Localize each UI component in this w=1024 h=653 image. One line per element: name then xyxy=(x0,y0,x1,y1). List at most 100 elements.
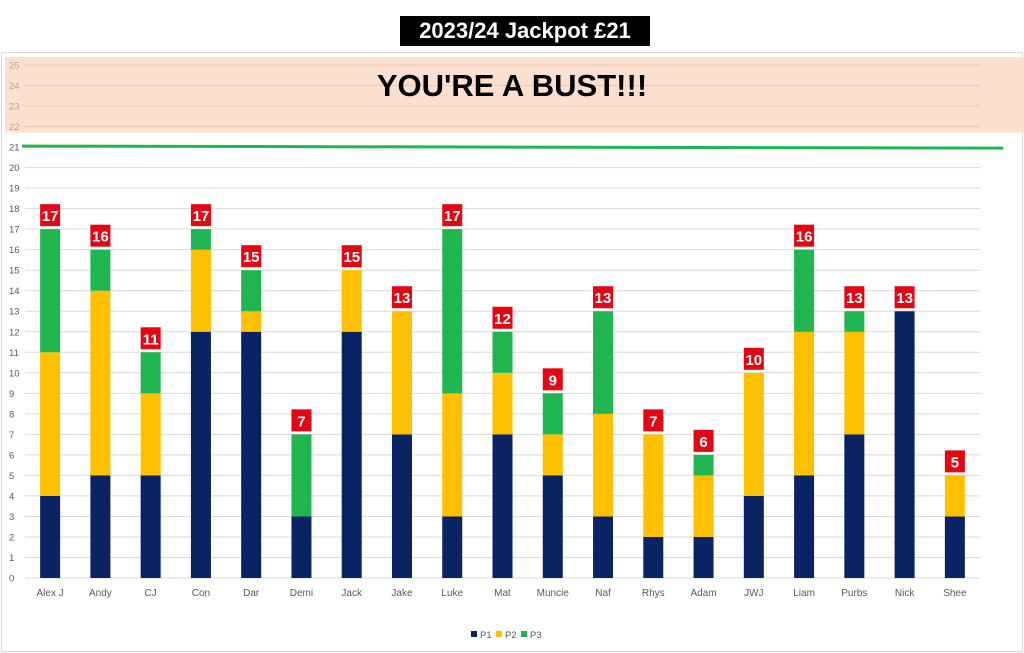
bar-p3 xyxy=(492,331,513,373)
total-label: 9 xyxy=(549,372,557,389)
y-tick-label: 25 xyxy=(9,61,20,72)
bar-p3 xyxy=(693,454,714,476)
bar-p3 xyxy=(140,352,161,394)
x-tick-label: Muncie xyxy=(537,588,570,599)
bar-p2 xyxy=(190,249,211,332)
x-tick-label: Purbs xyxy=(841,588,867,599)
y-tick-label: 22 xyxy=(9,122,20,133)
total-label: 7 xyxy=(649,413,657,430)
y-tick-label: 19 xyxy=(9,184,20,195)
total-label: 5 xyxy=(951,454,959,471)
y-tick-label: 21 xyxy=(9,143,20,154)
y-tick-label: 9 xyxy=(9,389,14,400)
total-label: 13 xyxy=(595,290,612,307)
bar-p1 xyxy=(40,495,61,578)
bar-p3 xyxy=(442,229,463,394)
total-label-box xyxy=(341,245,362,268)
total-label-box xyxy=(492,306,513,329)
total-label-box xyxy=(593,286,614,309)
y-tick-label: 10 xyxy=(9,368,20,379)
bar-p1 xyxy=(291,516,312,578)
bar-p3 xyxy=(794,249,815,332)
total-label: 17 xyxy=(193,208,210,225)
total-label-box xyxy=(944,450,965,473)
x-tick-label: CJ xyxy=(145,588,157,599)
bar-p1 xyxy=(944,516,965,578)
bar-p3 xyxy=(291,434,312,517)
bust-zone-label: YOU'RE A BUST!!! xyxy=(376,68,648,103)
bar-p2 xyxy=(492,372,513,435)
x-tick-label: JWJ xyxy=(744,588,763,599)
legend-swatch-p2 xyxy=(496,631,502,637)
bar-p1 xyxy=(794,475,815,578)
x-tick-label: Alex J xyxy=(37,588,64,599)
bar-p2 xyxy=(341,270,362,332)
x-tick-label: Naf xyxy=(595,588,611,599)
bar-p1 xyxy=(442,516,463,578)
y-tick-label: 0 xyxy=(9,574,14,585)
total-label-box xyxy=(90,224,111,247)
total-label-box xyxy=(391,286,412,309)
x-tick-label: Shee xyxy=(943,588,967,599)
total-label: 6 xyxy=(699,434,707,451)
y-tick-label: 7 xyxy=(9,430,14,441)
bar-p3 xyxy=(90,249,111,291)
bar-p2 xyxy=(643,434,664,537)
bar-p3 xyxy=(241,270,262,312)
total-label: 15 xyxy=(243,249,260,266)
bar-p2 xyxy=(542,434,563,476)
total-label-box xyxy=(190,204,211,227)
y-tick-label: 14 xyxy=(9,286,20,297)
bar-p3 xyxy=(190,229,211,250)
bar-p1 xyxy=(341,331,362,578)
bar-p2 xyxy=(391,311,412,435)
total-label: 17 xyxy=(444,208,461,225)
x-tick-label: Luke xyxy=(441,588,463,599)
bar-p1 xyxy=(90,475,111,578)
total-label-box xyxy=(844,286,865,309)
total-label: 16 xyxy=(796,229,813,246)
total-label: 11 xyxy=(143,331,159,348)
total-label-box xyxy=(442,204,463,227)
total-label-box xyxy=(693,429,714,452)
legend-swatch-p1 xyxy=(471,631,477,637)
bar-p2 xyxy=(90,290,111,476)
bar-p2 xyxy=(944,475,965,517)
bar-p2 xyxy=(743,372,764,496)
bar-p3 xyxy=(593,311,614,414)
y-tick-label: 23 xyxy=(9,102,20,113)
bar-p2 xyxy=(140,393,161,476)
total-label: 15 xyxy=(343,249,360,266)
bar-p2 xyxy=(844,331,865,435)
x-tick-label: Andy xyxy=(89,588,112,599)
legend-label: P2 xyxy=(505,630,517,641)
total-label: 17 xyxy=(42,208,59,225)
bar-p3 xyxy=(844,311,865,332)
bar-p1 xyxy=(140,475,161,578)
x-tick-label: Rhys xyxy=(642,588,665,599)
bar-p1 xyxy=(391,434,412,578)
total-label: 13 xyxy=(394,290,411,307)
y-tick-label: 20 xyxy=(9,163,20,174)
jackpot-line xyxy=(21,144,1004,150)
x-tick-label: Mat xyxy=(494,588,511,599)
bar-p3 xyxy=(40,229,61,353)
y-tick-label: 1 xyxy=(9,553,14,564)
legend-swatch-p3 xyxy=(521,631,527,637)
total-label-box xyxy=(894,286,915,309)
y-tick-label: 15 xyxy=(9,266,20,277)
y-tick-label: 5 xyxy=(9,471,14,482)
y-tick-label: 12 xyxy=(9,327,20,338)
y-tick-label: 17 xyxy=(9,225,20,236)
bar-p2 xyxy=(40,352,61,496)
y-tick-label: 8 xyxy=(9,409,14,420)
x-tick-label: Adam xyxy=(690,588,716,599)
total-label-box xyxy=(542,368,563,391)
total-label-box xyxy=(643,409,664,432)
bar-p1 xyxy=(190,331,211,578)
total-label-box xyxy=(794,224,815,247)
legend-label: P1 xyxy=(480,630,492,641)
bar-p2 xyxy=(442,393,463,517)
total-label: 10 xyxy=(745,352,762,369)
